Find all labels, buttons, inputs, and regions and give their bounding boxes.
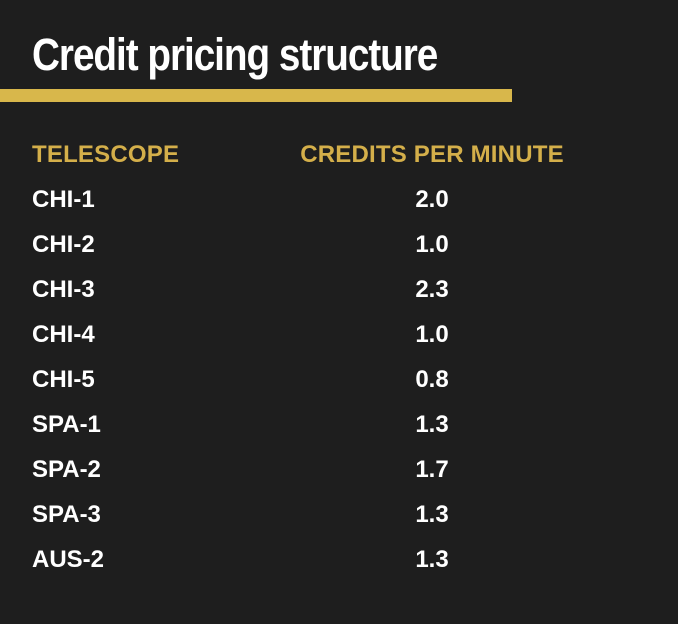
telescope-name: CHI-2	[32, 231, 95, 258]
table-row: SPA-1 1.3	[32, 402, 632, 447]
credits-value: 0.8	[415, 366, 449, 393]
title-underline-bar	[0, 89, 512, 102]
page-title: Credit pricing structure	[32, 29, 438, 80]
telescope-name: SPA-2	[32, 456, 101, 483]
credits-value: 1.0	[415, 231, 449, 258]
telescope-name: AUS-2	[32, 546, 105, 573]
table-row: CHI-1 2.0	[32, 177, 632, 222]
table-row: CHI-5 0.8	[32, 357, 632, 402]
telescope-name: CHI-4	[32, 321, 95, 348]
header-telescope: TELESCOPE	[32, 141, 180, 168]
telescope-name: SPA-1	[32, 411, 101, 438]
credits-value: 2.3	[415, 276, 449, 303]
table-row: SPA-2 1.7	[32, 447, 632, 492]
table-header-row: TELESCOPE CREDITS PER MINUTE	[32, 132, 632, 177]
credits-value: 1.3	[415, 546, 449, 573]
telescope-name: SPA-3	[32, 501, 101, 528]
table-row: CHI-3 2.3	[32, 267, 632, 312]
credits-value: 1.0	[415, 321, 449, 348]
table-row: CHI-4 1.0	[32, 312, 632, 357]
table-row: CHI-2 1.0	[32, 222, 632, 267]
telescope-name: CHI-3	[32, 276, 95, 303]
pricing-table: TELESCOPE CREDITS PER MINUTE CHI-1 2.0 C…	[32, 132, 632, 582]
credits-value: 1.3	[415, 411, 449, 438]
credits-value: 1.7	[415, 456, 449, 483]
telescope-name: CHI-1	[32, 186, 95, 213]
credits-value: 2.0	[415, 186, 449, 213]
table-row: AUS-2 1.3	[32, 537, 632, 582]
telescope-name: CHI-5	[32, 366, 95, 393]
table-row: SPA-3 1.3	[32, 492, 632, 537]
credits-value: 1.3	[415, 501, 449, 528]
header-credits-per-minute: CREDITS PER MINUTE	[300, 141, 564, 168]
